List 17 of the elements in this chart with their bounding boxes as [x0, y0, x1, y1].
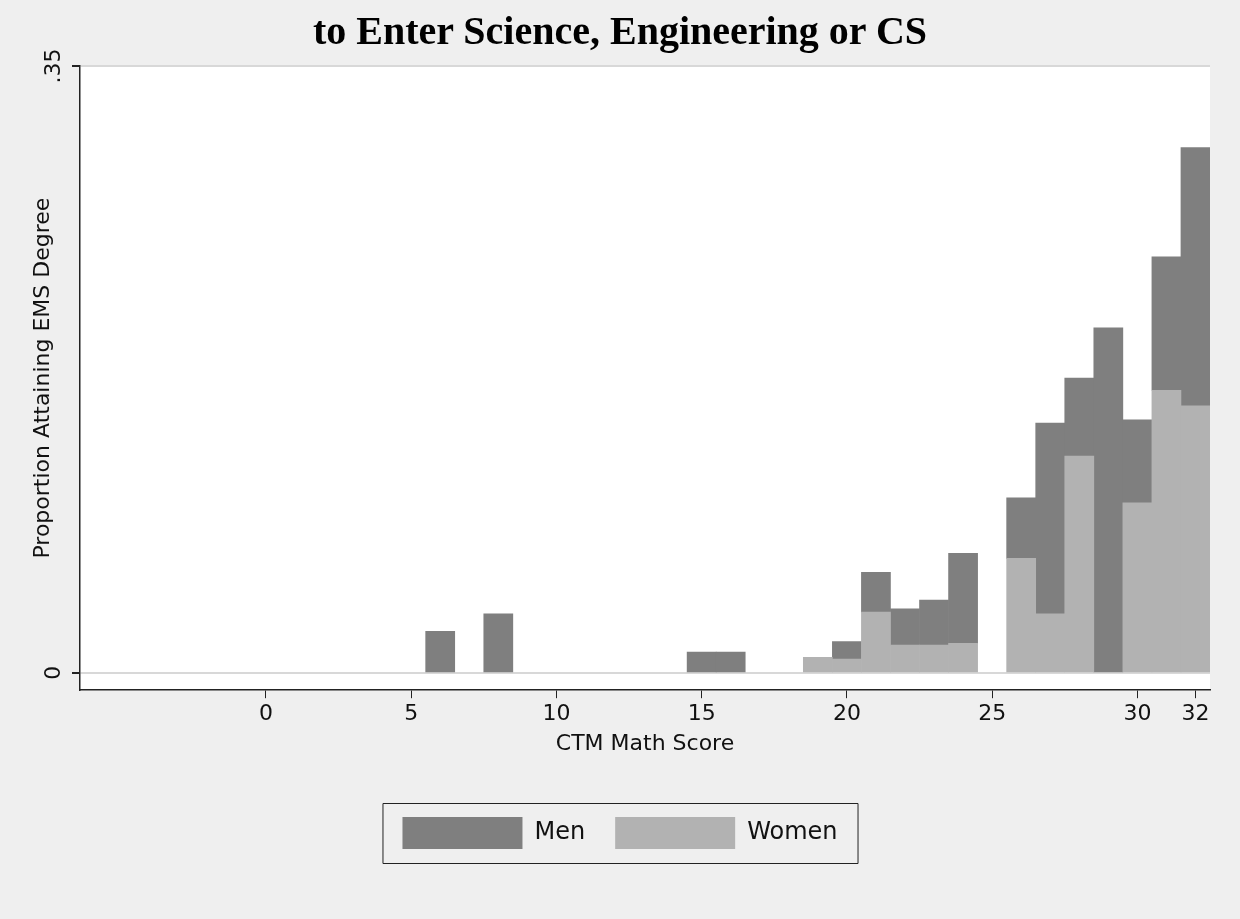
x-tick-label: 20	[832, 700, 861, 726]
x-tick-label: 10	[542, 700, 571, 726]
x-axis-title: CTM Math Score	[555, 729, 735, 755]
bar	[832, 641, 862, 660]
x-tick-label: 5	[404, 700, 419, 726]
x-tick-label: 0	[258, 700, 273, 726]
y-axis-title: Proportion Attaining EMS Degree	[28, 197, 54, 559]
x-tick-label: 25	[978, 700, 1007, 726]
x-tick-label: 32	[1181, 700, 1210, 726]
legend-label: Men	[534, 817, 586, 846]
x-tick-label: 30	[1123, 700, 1152, 726]
bar	[483, 613, 514, 673]
y-tick-label: .35	[39, 48, 65, 84]
chart-title: to Enter Science, Engineering or CS	[312, 8, 928, 54]
legend-label: Women	[747, 817, 838, 846]
bar	[425, 630, 456, 673]
x-tick-label: 15	[687, 700, 716, 726]
